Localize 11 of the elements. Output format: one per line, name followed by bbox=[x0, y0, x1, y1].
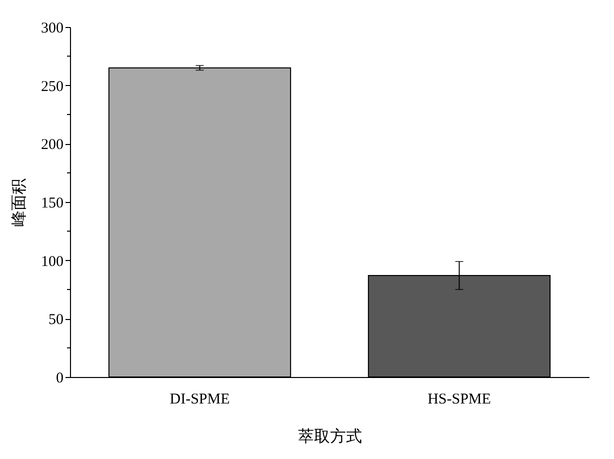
y-tick-label: 100 bbox=[41, 254, 64, 270]
x-tick-label: DI-SPME bbox=[170, 392, 230, 408]
y-tick-label: 50 bbox=[48, 312, 64, 328]
y-axis-title: 峰面积 bbox=[11, 178, 28, 226]
x-tick-label: HS-SPME bbox=[428, 392, 491, 408]
y-tick-label: 150 bbox=[41, 196, 64, 212]
y-tick-label: 300 bbox=[41, 20, 64, 36]
x-axis-title: 萃取方式 bbox=[298, 428, 362, 446]
y-tick-label: 250 bbox=[41, 78, 64, 95]
y-tick-label: 200 bbox=[41, 137, 64, 154]
y-tick-label: 0 bbox=[56, 370, 64, 386]
